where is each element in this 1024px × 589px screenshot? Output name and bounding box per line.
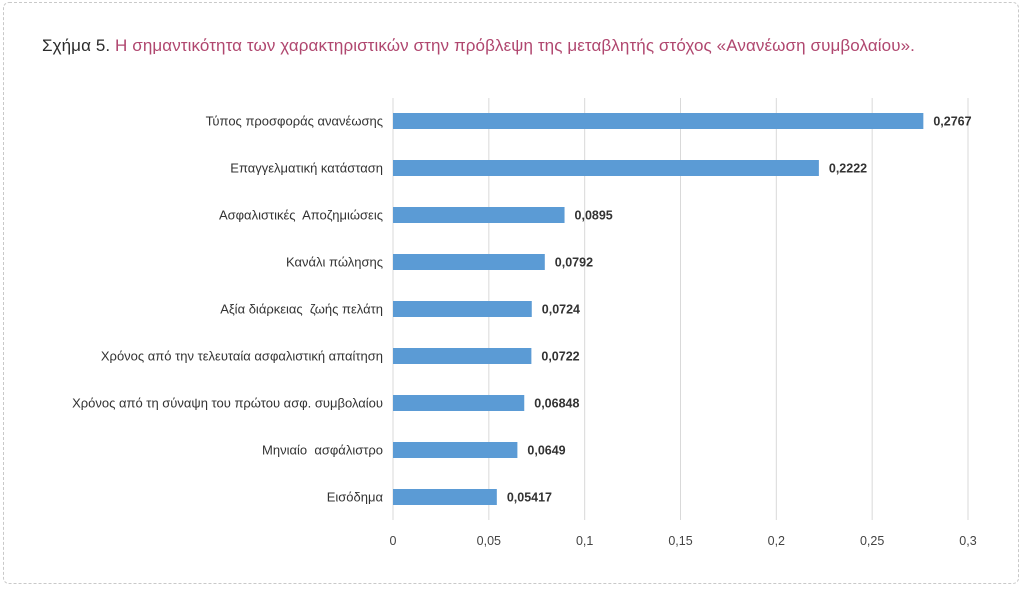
bar (393, 207, 565, 223)
value-label: 0,0895 (575, 209, 613, 223)
labels: 0 0,05 0,1 0,15 0,2 0,25 0,3 Τύπος προσφοράς αν… (72, 114, 977, 549)
x-tick-label: 0,25 (860, 534, 884, 548)
category-label: Ασφαλιστικές Αποζημιώσεις (219, 208, 383, 223)
category-label: Τύπος προσφοράς ανανέωσης (206, 114, 383, 129)
value-label: 0,0649 (527, 444, 565, 458)
caption-prefix: Σχήμα 5. (42, 36, 111, 55)
category-label: Αξία διάρκειας ζωής πελάτη (220, 302, 383, 317)
figure-caption: Σχήμα 5. Η σημαντικότητα των χαρακτηριστ… (42, 36, 915, 56)
figure-frame (3, 2, 1019, 584)
category-label: Επαγγελματική κατάσταση (230, 161, 383, 176)
bar (393, 113, 924, 129)
caption-title: Η σημαντικότητα των χαρακτηριστικών στην… (110, 36, 915, 55)
x-tick-label: 0 (390, 534, 397, 548)
category-label: Μηνιαίο ασφάλιστρο (262, 443, 383, 458)
value-label: 0,0722 (541, 350, 579, 364)
bars (393, 113, 924, 505)
x-tick-label: 0,1 (576, 534, 593, 548)
category-label: Κανάλι πώλησης (286, 255, 383, 270)
x-tick-label: 0,05 (477, 534, 501, 548)
category-label: Χρόνος από την τελευταία ασφαλιστική απα… (101, 349, 383, 364)
bar (393, 301, 532, 317)
value-label: 0,0792 (555, 256, 593, 270)
value-label: 0,06848 (534, 397, 579, 411)
value-label: 0,0724 (542, 303, 580, 317)
category-label: Χρόνος από τη σύναψη του πρώτου ασφ. συμ… (72, 396, 383, 411)
bar (393, 160, 819, 176)
bar (393, 442, 518, 458)
x-tick-label: 0,15 (668, 534, 692, 548)
bar (393, 395, 525, 411)
x-tick-label: 0,2 (768, 534, 785, 548)
bar (393, 489, 497, 505)
category-label: Εισόδημα (327, 490, 384, 505)
x-tick-label: 0,3 (959, 534, 976, 548)
bar (393, 254, 545, 270)
value-label: 0,2222 (829, 162, 867, 176)
bar (393, 348, 532, 364)
value-label: 0,2767 (933, 115, 971, 129)
value-label: 0,05417 (507, 491, 552, 505)
